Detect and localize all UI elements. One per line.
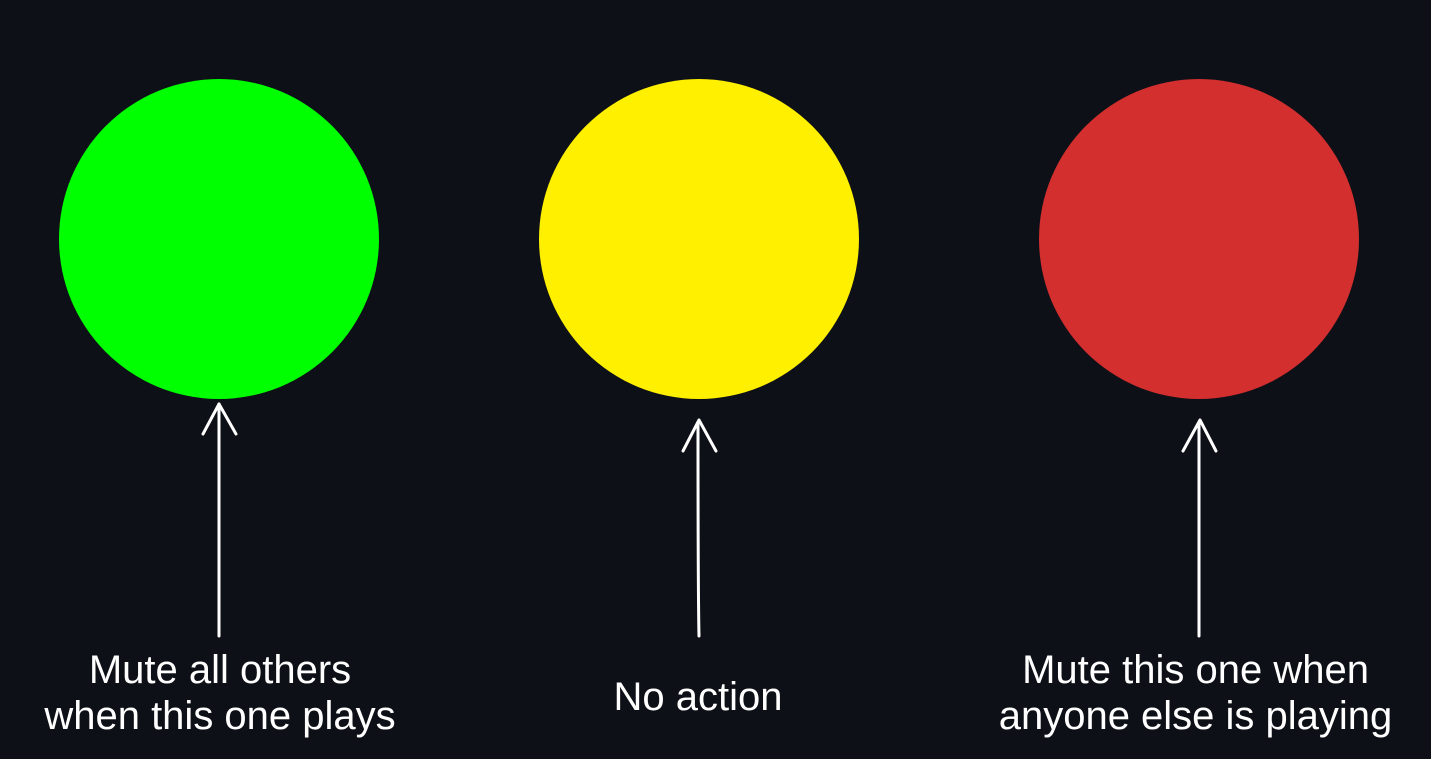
- green-label-line-1: Mute all others: [88, 648, 352, 692]
- green-arrow-head: [201, 402, 238, 436]
- red-label-line-1: Mute this one when: [1022, 648, 1369, 692]
- green-label-line-2: when this one plays: [44, 694, 396, 738]
- yellow-arrow-shaft: [696, 422, 701, 638]
- red-label-line-2: anyone else is playing: [998, 694, 1393, 738]
- green-circle: [59, 79, 379, 399]
- yellow-label-line-1: No action: [613, 675, 783, 719]
- yellow-arrow: [681, 418, 718, 638]
- red-arrow-head: [1181, 418, 1218, 453]
- green-arrow: [201, 402, 238, 638]
- yellow-label: No action: [548, 674, 848, 720]
- yellow-circle: [539, 79, 859, 399]
- red-label: Mute this one when anyone else is playin…: [960, 647, 1431, 739]
- red-arrow: [1181, 418, 1218, 638]
- green-label: Mute all others when this one plays: [0, 647, 440, 739]
- red-circle: [1039, 79, 1359, 399]
- yellow-arrow-head: [681, 418, 718, 453]
